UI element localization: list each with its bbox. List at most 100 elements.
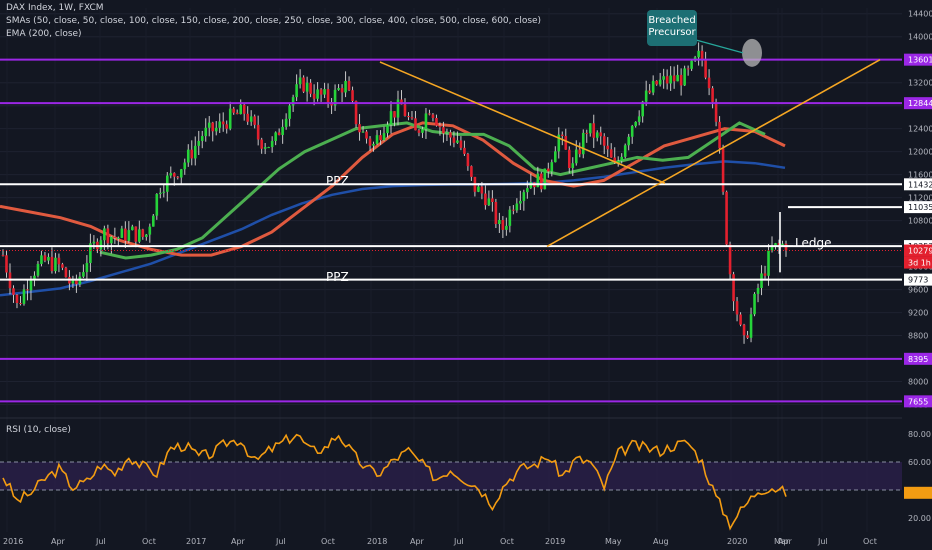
candle-down [494, 201, 498, 225]
callout-pointer [695, 39, 744, 54]
candle-up [155, 194, 159, 216]
sma-green-line [99, 121, 766, 260]
level-badge [904, 352, 932, 365]
candle-up [99, 240, 103, 250]
candle-up [148, 226, 152, 235]
candle-up [218, 121, 222, 128]
candle-up [40, 255, 43, 264]
candle-down [61, 264, 64, 268]
candle-up [29, 280, 33, 291]
candle-up [543, 168, 547, 190]
candle-up [382, 133, 386, 141]
price-tick-label: 8000 [908, 378, 928, 387]
candle-down [714, 101, 718, 122]
candle-up [571, 163, 575, 169]
candle-down [176, 176, 180, 178]
candle-up [550, 162, 554, 172]
level-badge [904, 395, 932, 408]
candle-up [553, 151, 557, 163]
ema-200-line [0, 160, 786, 297]
price-tick-label: 11600 [908, 171, 932, 180]
candle-down [721, 148, 725, 192]
candle-down [417, 130, 421, 133]
price-tick-label: 14000 [908, 33, 932, 42]
candle-up [117, 237, 120, 239]
candle-up [697, 50, 700, 58]
candle-down [277, 132, 281, 136]
candle-up [627, 136, 631, 146]
candle-down [106, 228, 110, 244]
ema-legend: EMA (200, close) [6, 29, 82, 39]
candle-down [609, 149, 613, 158]
candle-up [595, 132, 599, 138]
candle-up [270, 140, 274, 148]
candle-up [421, 129, 424, 133]
candle-down [134, 226, 138, 242]
candle-down [403, 104, 407, 116]
candle-down [592, 123, 596, 138]
candle-up [33, 275, 36, 281]
candle-down [484, 193, 487, 206]
candle-up [54, 257, 57, 272]
candle-down [466, 153, 470, 167]
candle-down [599, 132, 603, 137]
candle-up [239, 104, 242, 115]
candle-up [316, 89, 319, 99]
candle-up [375, 135, 379, 144]
candle-down [260, 139, 263, 149]
time-tick-label: Apr [778, 537, 793, 546]
rsi-line [2, 433, 787, 531]
time-axis: 2016 Apr Jul Oct 2017 Apr Jul Oct 2018 Apr Jul Oct 2… [3, 537, 877, 546]
trendline-1 [546, 59, 881, 248]
candle-down [19, 302, 22, 304]
candle-up [644, 90, 648, 102]
candle-down [567, 149, 571, 169]
candle-up [323, 89, 326, 95]
ppz-label-upper: PPZ [326, 174, 349, 188]
candle-down [319, 89, 323, 95]
time-tick-label: Oct [500, 537, 514, 546]
candle-up [82, 272, 85, 277]
time-tick-label: Jul [95, 537, 106, 546]
candle-down [763, 273, 767, 276]
rsi-tick-label: 80.00 [908, 430, 931, 439]
ppz-label-lower: PPZ [326, 270, 349, 284]
candle-down [613, 157, 617, 163]
candle-up [372, 143, 375, 146]
candle-down [211, 122, 215, 132]
candle-up [103, 228, 106, 241]
rsi-value-badge [904, 486, 932, 499]
level-badge [904, 53, 932, 66]
candle-up [71, 279, 75, 284]
candle-up [22, 289, 26, 304]
candle-down [225, 124, 229, 129]
candle-down [704, 59, 707, 78]
candle-up [581, 132, 585, 155]
candle-down [449, 132, 452, 138]
price-tick-label: 10800 [908, 217, 932, 226]
candle-up [396, 99, 400, 118]
trendline-0 [379, 61, 666, 185]
ledge-label: Ledge [795, 236, 831, 250]
candle-down [12, 288, 15, 295]
candle-down [414, 118, 417, 131]
candle-up [767, 250, 770, 276]
candle-up [669, 75, 672, 84]
candle-down [15, 294, 19, 303]
candle-down [547, 168, 550, 172]
candle-up [152, 215, 155, 227]
candle-up [508, 209, 512, 226]
price-tick-label: 13200 [908, 79, 932, 88]
level-badge-label: 7655 [908, 397, 928, 406]
breached-precursor-callout: Breached Precursor [647, 10, 697, 46]
candle-up [193, 145, 197, 159]
candle-up [204, 127, 208, 137]
candle-down [739, 314, 742, 325]
candle-down [26, 289, 29, 291]
candle-down [718, 121, 721, 149]
rsi-band [0, 462, 902, 490]
candle-up [138, 229, 141, 242]
candle-down [365, 131, 368, 139]
